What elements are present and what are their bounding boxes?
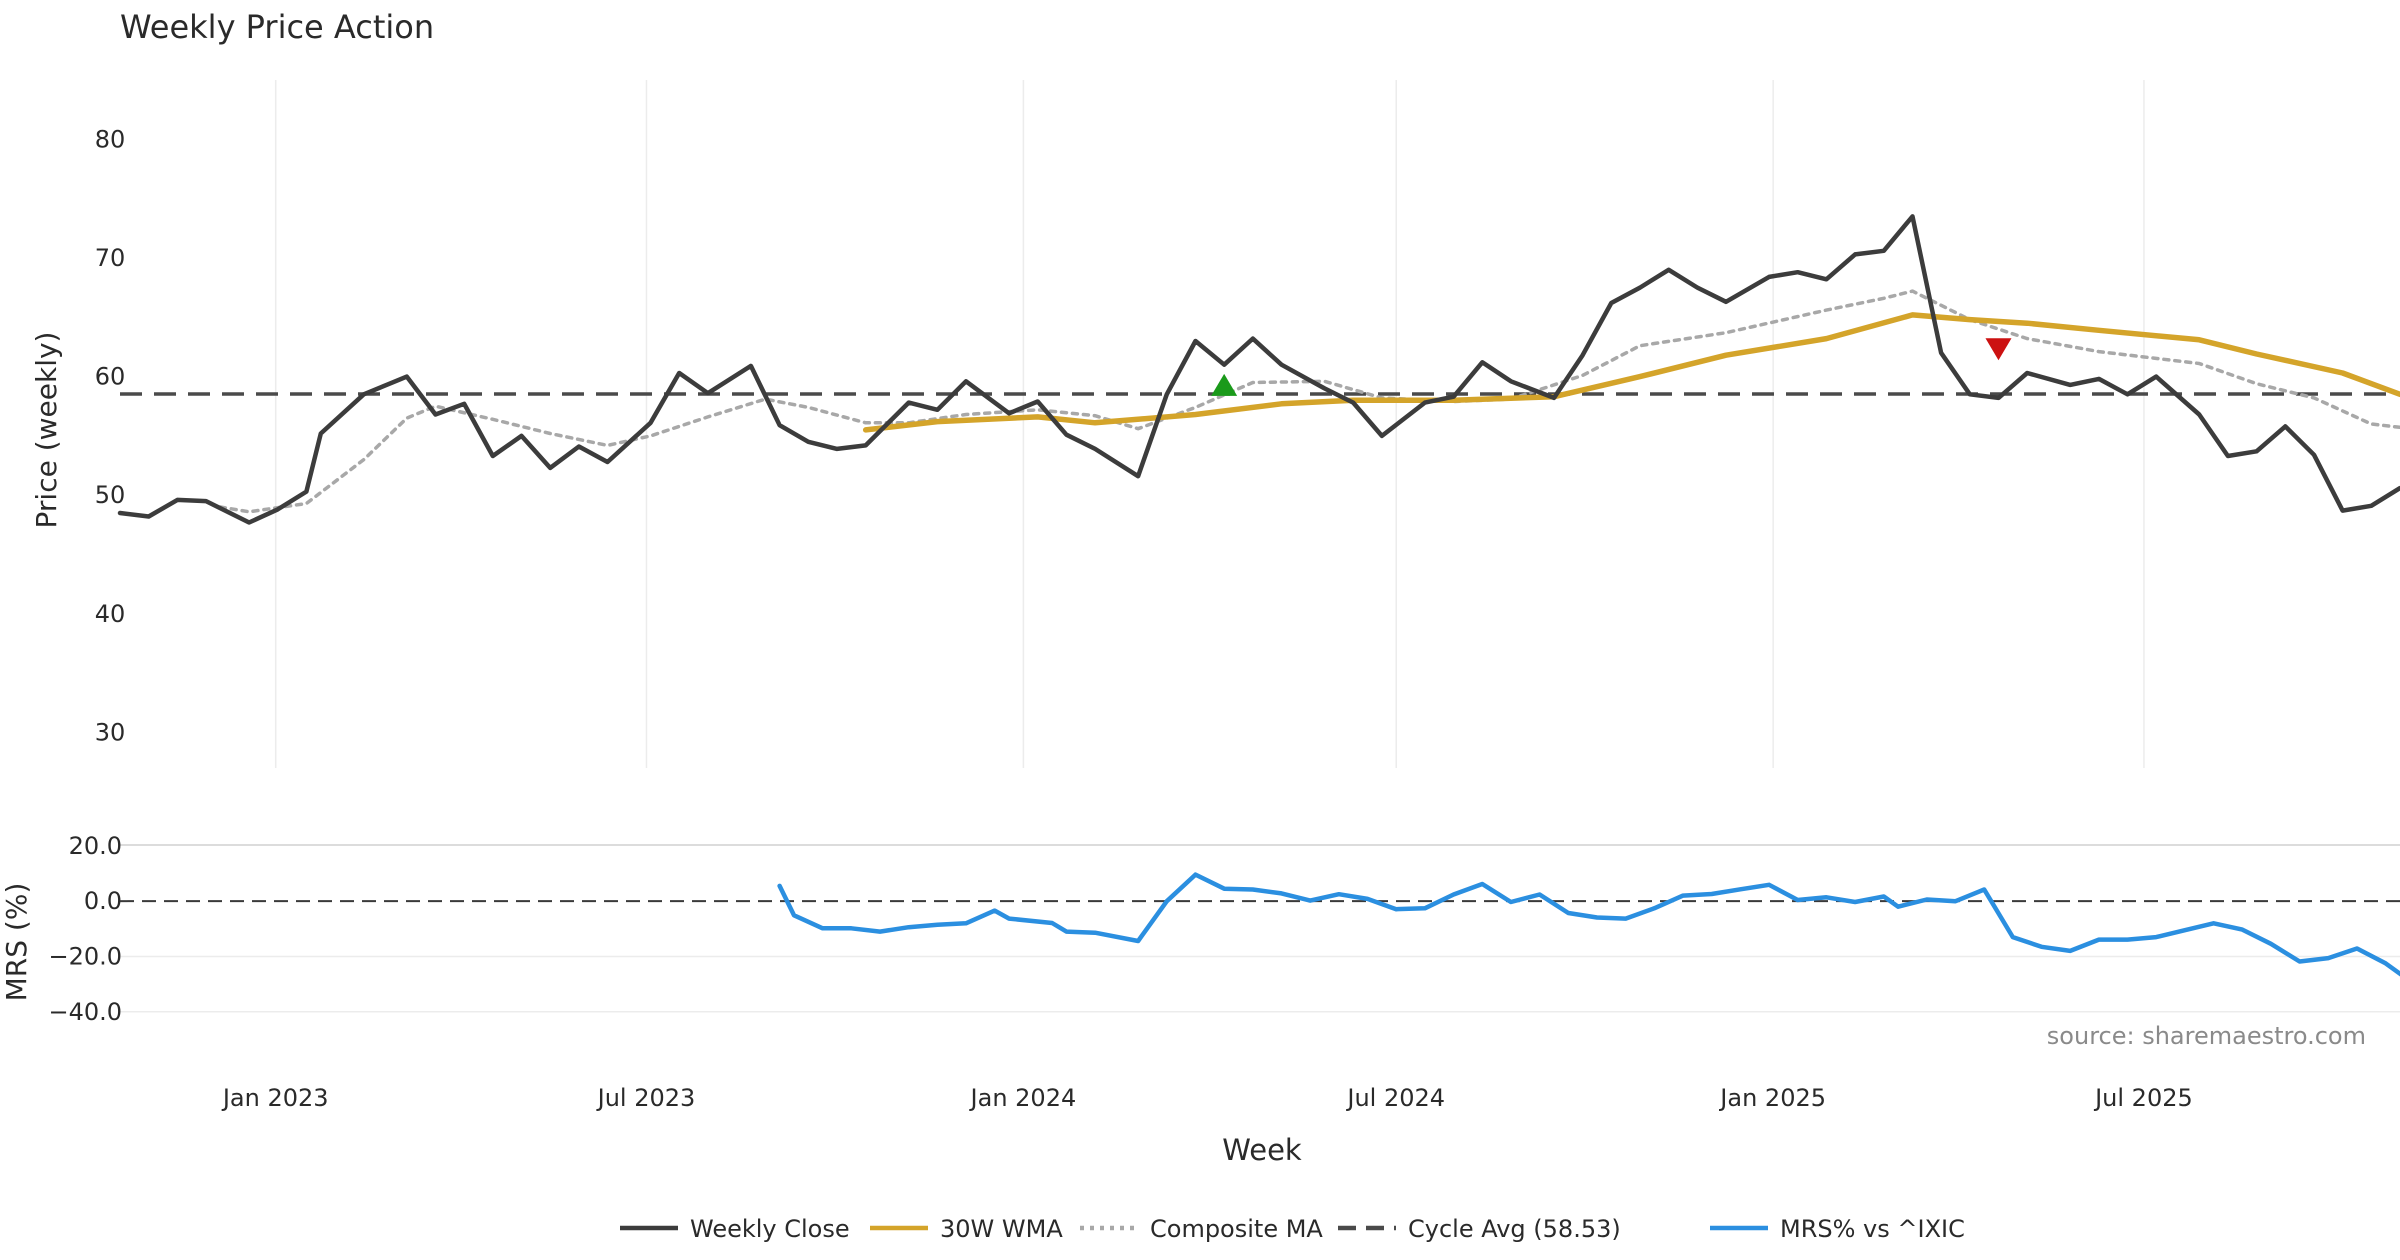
- price-y-tick-label: 50: [95, 481, 126, 509]
- legend-label: Weekly Close: [690, 1215, 850, 1243]
- weekly-close-series-line: [117, 214, 2400, 525]
- legend-label: Composite MA: [1150, 1215, 1323, 1243]
- mrs-y-axis-label: MRS (%): [0, 883, 33, 1002]
- legend: Weekly Close 30W WMA Composite MA Cycle Avg…: [620, 1215, 1965, 1243]
- legend-label: 30W WMA: [940, 1215, 1063, 1243]
- legend-label: MRS% vs ^IXIC: [1780, 1215, 1965, 1243]
- source-label: source: sharemaestro.com: [2047, 1022, 2366, 1050]
- price-y-tick-label: 60: [95, 363, 126, 391]
- mrs-y-tick-label: 20.0: [69, 832, 122, 860]
- mrs-y-tick-label: −40.0: [48, 998, 122, 1026]
- mrs-panel: 20.0 0.0 −20.0 −40.0 MRS (%): [0, 832, 2400, 1026]
- chart-title: Weekly Price Action: [120, 8, 434, 46]
- mrs-y-tick-label: −20.0: [48, 942, 122, 970]
- x-tick-label: Jan 2024: [969, 1084, 1077, 1112]
- buy-signal-marker: [1211, 373, 1238, 396]
- price-panel: Jan 2023 Jul 2023 Jan 2024 Jul 2024 Jan 2025…: [30, 80, 2400, 1112]
- mrs-y-tick-label: 0.0: [84, 887, 122, 915]
- x-tick-label: Jul 2023: [596, 1084, 696, 1112]
- x-tick-label: Jan 2023: [221, 1084, 329, 1112]
- 30w-wma-series-line: [862, 312, 2400, 433]
- price-y-axis-label: Price (weekly): [30, 332, 63, 529]
- legend-label: Cycle Avg (58.53): [1408, 1215, 1621, 1243]
- mrs-series-line: [777, 872, 2400, 977]
- price-y-tick-label: 80: [95, 125, 126, 153]
- price-y-tick-label: 40: [95, 600, 126, 628]
- composite-ma-series-line: [218, 289, 2400, 514]
- x-tick-label: Jul 2024: [1345, 1084, 1445, 1112]
- price-y-tick-label: 70: [95, 244, 126, 272]
- x-tick-label: Jul 2025: [2093, 1084, 2193, 1112]
- x-tick-label: Jan 2025: [1718, 1084, 1826, 1112]
- price-y-tick-label: 30: [95, 718, 126, 746]
- x-axis-label: Week: [1222, 1133, 1302, 1167]
- sell-signal-marker: [1985, 338, 2012, 361]
